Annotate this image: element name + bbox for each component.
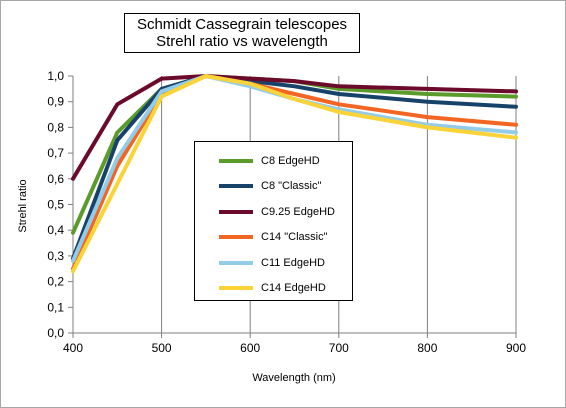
y-tick-label: 0,1 [47,300,64,314]
legend-swatch [219,235,253,240]
x-tick-label: 900 [506,341,526,355]
y-tick-label: 0,0 [47,326,64,340]
x-axis-label: Wavelength (nm) [252,372,336,384]
legend-swatch [219,209,253,214]
y-tick-label: 0,6 [47,172,64,186]
legend-item: C11 EdgeHD [195,250,352,276]
legend-swatch [219,158,253,163]
legend: C8 EdgeHD C8 "Classic" C9.25 EdgeHD C14 … [194,141,353,301]
legend-swatch [219,184,253,189]
y-tick-label: 0,7 [47,146,64,160]
legend-swatch [219,286,253,291]
chart-title-line-1: Schmidt Cassegrain telescopes [136,16,348,33]
legend-label: C11 EdgeHD [261,256,325,269]
legend-label: C8 EdgeHD [261,154,320,167]
legend-item: C8 "Classic" [195,174,352,200]
y-tick-label: 0,5 [47,198,64,212]
y-tick-label: 0,9 [47,95,64,109]
legend-item: C14 EdgeHD [195,276,352,302]
legend-label: C9.25 EdgeHD [261,205,335,218]
x-tick-label: 500 [152,341,172,355]
legend-label: C8 "Classic" [261,180,322,193]
x-tick-label: 400 [63,341,83,355]
y-tick-label: 0,3 [47,249,64,263]
y-tick-label: 0,4 [47,223,64,237]
y-tick-label: 1,0 [47,69,64,83]
y-tick-label: 0,8 [47,120,64,134]
legend-item: C9.25 EdgeHD [195,199,352,225]
x-tick-label: 600 [240,341,260,355]
series-line [71,74,518,274]
legend-item: C8 EdgeHD [195,148,352,174]
legend-item: C14 "Classic" [195,225,352,251]
x-tick-label: 700 [329,341,349,355]
legend-label: C14 EdgeHD [261,282,326,295]
chart-title-line-2: Strehl ratio vs wavelength [156,33,328,50]
y-tick-label: 0,2 [47,275,64,289]
series-line [71,74,518,263]
series-line [71,74,518,261]
series-line [71,74,518,181]
x-tick-label: 800 [417,341,437,355]
legend-swatch [219,260,253,265]
chart-title-box: Schmidt Cassegrain telescopes Strehl rat… [124,13,360,53]
legend-label: C14 "Classic" [261,231,328,244]
y-axis-label: Strehl ratio [17,179,29,233]
